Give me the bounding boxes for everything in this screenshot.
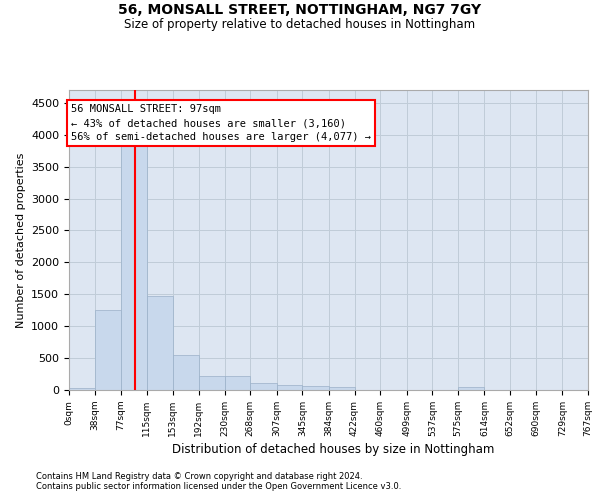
Text: Contains HM Land Registry data © Crown copyright and database right 2024.: Contains HM Land Registry data © Crown c… [36, 472, 362, 481]
Bar [173, 355, 199, 390]
Bar [95, 310, 121, 390]
Bar [69, 388, 95, 390]
Text: Distribution of detached houses by size in Nottingham: Distribution of detached houses by size … [172, 442, 494, 456]
Bar [277, 385, 302, 390]
Bar [147, 296, 173, 390]
Text: Contains public sector information licensed under the Open Government Licence v3: Contains public sector information licen… [36, 482, 401, 491]
Bar [199, 376, 224, 390]
Bar [458, 387, 484, 390]
Bar [302, 386, 329, 390]
Text: 56, MONSALL STREET, NOTTINGHAM, NG7 7GY: 56, MONSALL STREET, NOTTINGHAM, NG7 7GY [118, 2, 482, 16]
Bar [121, 103, 147, 390]
Bar [224, 376, 250, 390]
Text: 56 MONSALL STREET: 97sqm
← 43% of detached houses are smaller (3,160)
56% of sem: 56 MONSALL STREET: 97sqm ← 43% of detach… [71, 104, 371, 142]
Y-axis label: Number of detached properties: Number of detached properties [16, 152, 26, 328]
Text: Size of property relative to detached houses in Nottingham: Size of property relative to detached ho… [124, 18, 476, 31]
Bar [250, 383, 277, 390]
Bar [329, 387, 355, 390]
